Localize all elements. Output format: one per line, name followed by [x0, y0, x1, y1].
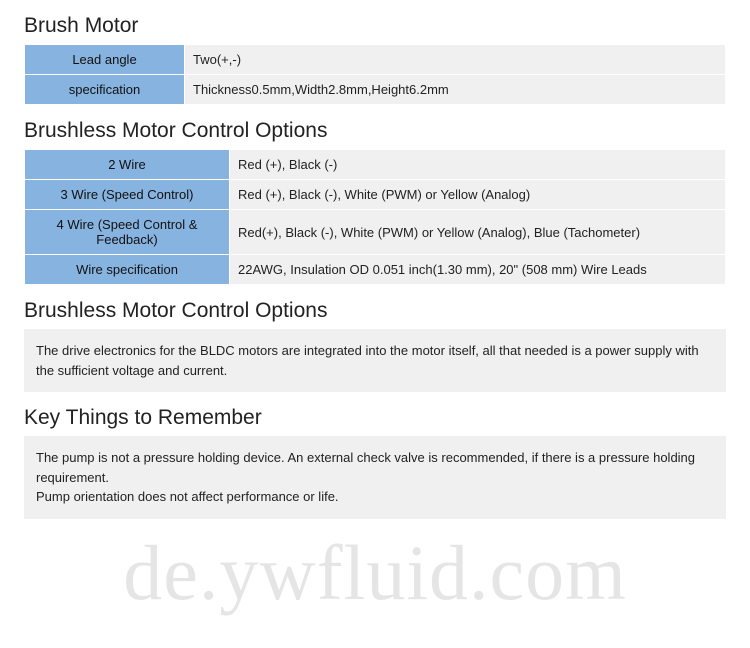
cell-label: 4 Wire (Speed Control & Feedback) — [25, 210, 230, 255]
cell-label: Wire specification — [25, 255, 230, 285]
table-row: 4 Wire (Speed Control & Feedback) Red(+)… — [25, 210, 726, 255]
table-brushless-options: 2 Wire Red (+), Black (-) 3 Wire (Speed … — [24, 149, 726, 285]
section-title-brushless-options: Brushless Motor Control Options — [24, 119, 726, 143]
note-line: Pump orientation does not affect perform… — [36, 487, 714, 507]
cell-value: Thickness0.5mm,Width2.8mm,Height6.2mm — [185, 75, 726, 105]
table-brush-motor: Lead angle Two(+,-) specification Thickn… — [24, 44, 726, 105]
section-title-key-things: Key Things to Remember — [24, 406, 726, 430]
cell-value: 22AWG, Insulation OD 0.051 inch(1.30 mm)… — [230, 255, 726, 285]
cell-label: 2 Wire — [25, 150, 230, 180]
table-row: 2 Wire Red (+), Black (-) — [25, 150, 726, 180]
cell-label: specification — [25, 75, 185, 105]
cell-value: Red (+), Black (-), White (PWM) or Yello… — [230, 180, 726, 210]
cell-value: Two(+,-) — [185, 45, 726, 75]
section-title-brush-motor: Brush Motor — [24, 14, 726, 38]
section-title-brushless-note: Brushless Motor Control Options — [24, 299, 726, 323]
cell-label: 3 Wire (Speed Control) — [25, 180, 230, 210]
page-content: Brush Motor Lead angle Two(+,-) specific… — [0, 0, 750, 519]
note-brushless: The drive electronics for the BLDC motor… — [24, 329, 726, 392]
cell-label: Lead angle — [25, 45, 185, 75]
table-row: Wire specification 22AWG, Insulation OD … — [25, 255, 726, 285]
table-row: Lead angle Two(+,-) — [25, 45, 726, 75]
cell-value: Red (+), Black (-) — [230, 150, 726, 180]
table-row: 3 Wire (Speed Control) Red (+), Black (-… — [25, 180, 726, 210]
watermark-text: de.ywfluid.com — [0, 528, 750, 618]
note-key-things: The pump is not a pressure holding devic… — [24, 436, 726, 519]
table-row: specification Thickness0.5mm,Width2.8mm,… — [25, 75, 726, 105]
cell-value: Red(+), Black (-), White (PWM) or Yellow… — [230, 210, 726, 255]
note-line: The pump is not a pressure holding devic… — [36, 448, 714, 487]
